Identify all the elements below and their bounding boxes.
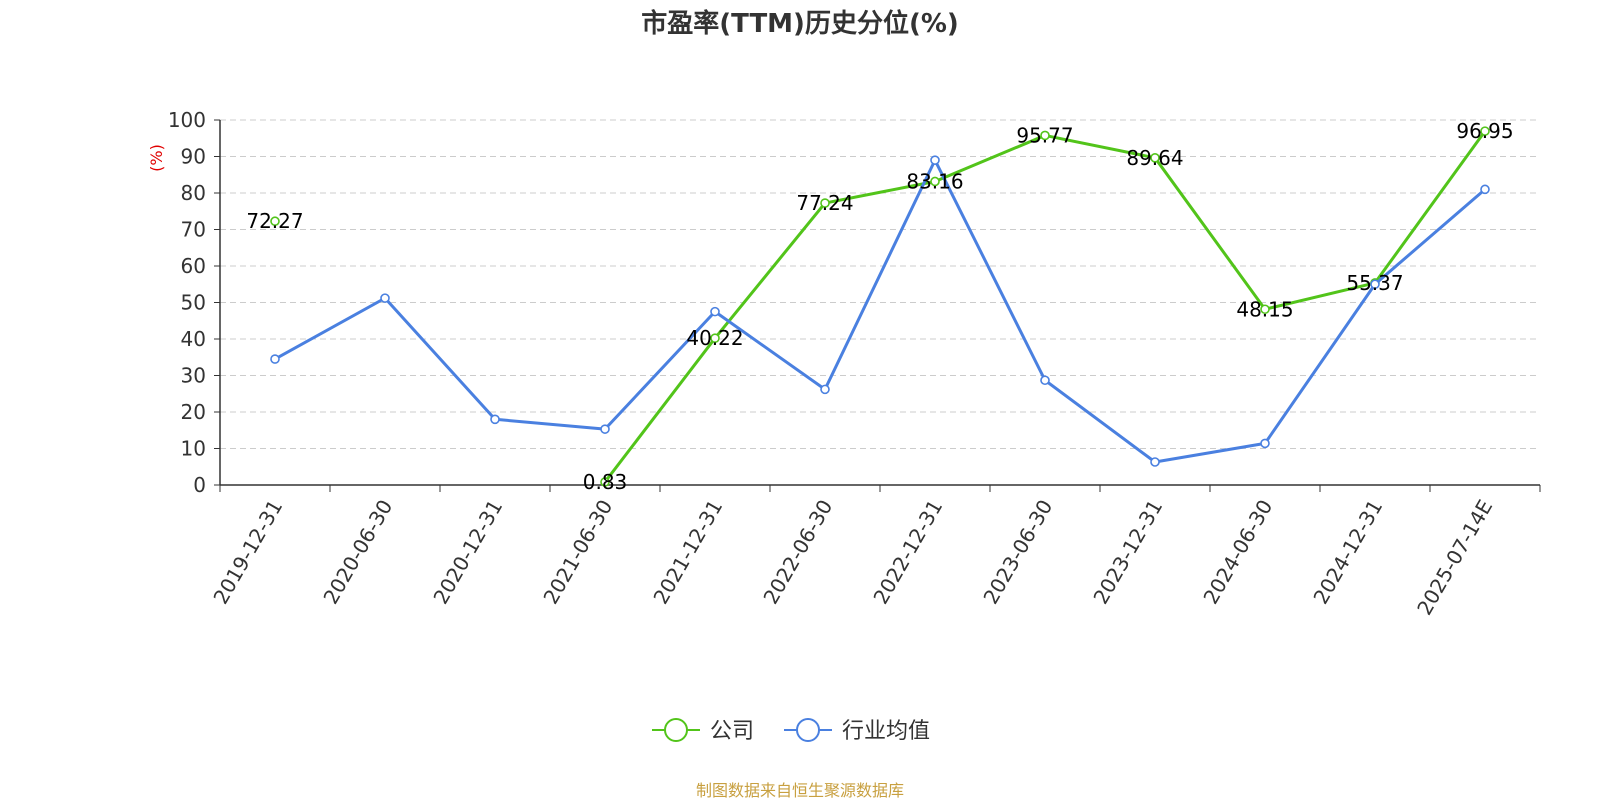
data-point xyxy=(820,384,830,395)
x-tick-label: 2022-12-31 xyxy=(868,496,947,609)
chart-title: 市盈率(TTM)历史分位(%) xyxy=(641,8,959,39)
data-label: 0.83 xyxy=(583,470,628,494)
data-labels: 72.27 0.83 40.22 77.24 83.16 95.77 89.64 48.15 5… xyxy=(246,119,1513,494)
x-tick-label: 2020-06-30 xyxy=(318,496,397,609)
data-point xyxy=(1150,153,1160,163)
x-tick-label: 2019-12-31 xyxy=(208,496,287,609)
y-tick-label: 30 xyxy=(181,364,206,388)
data-point xyxy=(1480,184,1490,195)
legend-marker-icon[interactable] xyxy=(796,718,820,742)
data-label: 77.24 xyxy=(796,191,853,215)
series-line xyxy=(274,158,1486,464)
data-label: 40.22 xyxy=(686,326,743,350)
data-point xyxy=(930,155,940,165)
x-tick-label: 2022-06-30 xyxy=(758,496,837,609)
data-label: 96.95 xyxy=(1456,119,1513,143)
y-tick-label: 90 xyxy=(181,145,206,169)
data-point xyxy=(600,424,610,434)
x-tick-label: 2023-12-31 xyxy=(1088,496,1167,609)
y-tick-label: 0 xyxy=(193,473,206,497)
x-tick-label: 2021-06-30 xyxy=(538,496,617,609)
data-point xyxy=(1370,279,1380,290)
data-point xyxy=(1260,304,1270,315)
data-point xyxy=(1480,126,1490,136)
data-label: 83.16 xyxy=(906,169,963,193)
grid xyxy=(220,119,1540,449)
data-point xyxy=(1260,438,1270,449)
data-label: 72.27 xyxy=(246,209,303,233)
data-point xyxy=(270,216,280,227)
y-tick-label: 60 xyxy=(181,254,206,278)
data-point xyxy=(710,306,720,317)
legend-item-label[interactable]: 公司 xyxy=(710,719,754,744)
data-source-note: 制图数据来自恒生聚源数据库 xyxy=(696,781,904,800)
data-point xyxy=(1040,130,1050,141)
data-label: 55.37 xyxy=(1346,271,1403,295)
data-point xyxy=(930,176,940,187)
data-point xyxy=(380,293,390,303)
x-tick-label: 2023-06-30 xyxy=(978,496,1057,609)
data-label: 89.64 xyxy=(1126,146,1183,170)
series-line xyxy=(603,130,1487,483)
data-point xyxy=(1040,375,1050,386)
y-tick-label: 100 xyxy=(168,108,206,132)
series-layer xyxy=(270,126,1490,487)
data-point xyxy=(1150,457,1160,467)
legend[interactable]: 公司 行业均值 xyxy=(652,718,930,744)
legend-item-label[interactable]: 行业均值 xyxy=(842,719,930,744)
data-label: 95.77 xyxy=(1016,123,1073,147)
axes: 0 10 20 30 40 50 60 70 80 90 100 2019-12-31 2020-06-… xyxy=(168,108,1541,620)
x-tick-label: 2020-12-31 xyxy=(428,496,507,609)
data-point xyxy=(820,198,830,208)
y-tick-label: 40 xyxy=(181,327,206,351)
y-tick-label: 50 xyxy=(181,291,206,315)
data-point xyxy=(600,477,610,487)
data-label: 48.15 xyxy=(1236,297,1293,321)
data-point xyxy=(710,333,720,343)
data-point xyxy=(490,414,500,425)
x-tick-label: 2021-12-31 xyxy=(648,496,727,609)
y-tick-label: 70 xyxy=(181,218,206,242)
x-tick-label: 2024-12-31 xyxy=(1308,496,1387,609)
data-point xyxy=(270,354,280,364)
y-axis-label: (%) xyxy=(147,144,166,172)
y-tick-label: 80 xyxy=(181,181,206,205)
x-tick-label: 2024-06-30 xyxy=(1198,496,1277,609)
legend-marker-icon[interactable] xyxy=(664,718,688,742)
y-tick-label: 20 xyxy=(181,400,206,424)
x-tick-label: 2025-07-14E xyxy=(1412,496,1497,620)
y-tick-label: 10 xyxy=(181,437,206,461)
